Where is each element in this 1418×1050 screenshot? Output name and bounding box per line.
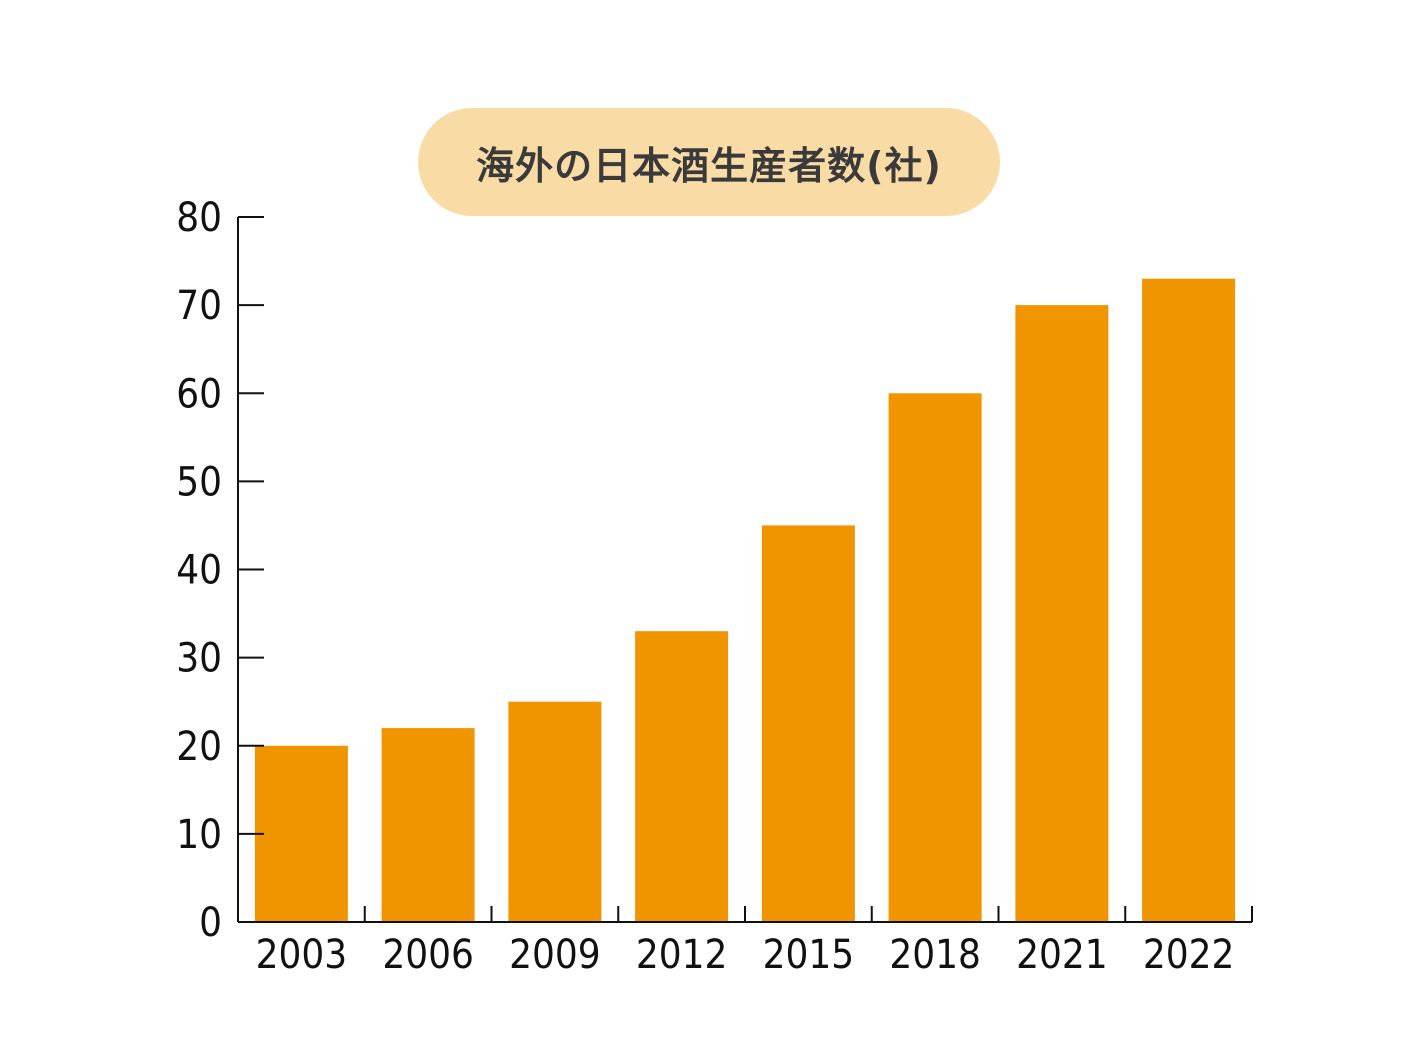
y-tick-label-70: 70 — [176, 283, 222, 329]
labels-group: 0 10 20 30 40 50 60 70 80 2003 2006 2009 2012 2015 201… — [176, 195, 1234, 978]
y-tick-label-50: 50 — [176, 459, 222, 505]
chart-title: 海外の日本酒生産者数(社) — [476, 143, 942, 188]
y-tick-label-30: 30 — [176, 636, 222, 682]
bar-2021 — [1015, 305, 1109, 923]
x-tick-label-2006: 2006 — [382, 932, 474, 978]
bar-2022 — [1142, 278, 1236, 922]
bar-2006 — [381, 728, 475, 922]
y-tick-label-80: 80 — [176, 195, 222, 241]
bar-2003 — [254, 745, 348, 923]
x-tick-label-2018: 2018 — [889, 932, 981, 978]
y-tick-label-0: 0 — [199, 900, 222, 946]
chart-title-badge: 海外の日本酒生産者数(社) — [418, 108, 1000, 216]
x-tick-label-2022: 2022 — [1143, 932, 1235, 978]
x-tick-label-2009: 2009 — [509, 932, 601, 978]
y-tick-label-20: 20 — [176, 724, 222, 770]
x-tick-label-2003: 2003 — [256, 932, 348, 978]
x-tick-label-2021: 2021 — [1016, 932, 1108, 978]
y-tick-label-40: 40 — [176, 548, 222, 594]
bar-2012 — [635, 631, 729, 922]
bar-2018 — [888, 393, 982, 923]
x-tick-label-2015: 2015 — [763, 932, 855, 978]
y-tick-label-10: 10 — [176, 812, 222, 858]
axes-group — [237, 216, 1253, 923]
bar-2015 — [761, 525, 855, 922]
y-tick-label-60: 60 — [176, 371, 222, 417]
x-tick-label-2012: 2012 — [636, 932, 728, 978]
bars-group — [254, 278, 1236, 923]
bar-2009 — [508, 701, 602, 922]
